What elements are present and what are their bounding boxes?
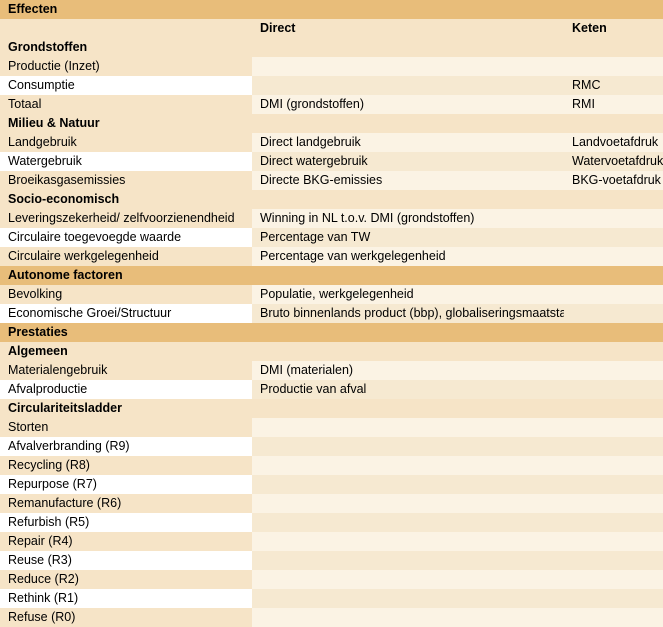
table-row: Afvalverbranding (R9) [0,437,663,456]
row-keten [564,361,663,380]
column-headers: Direct Keten [0,19,663,38]
table-row: Reuse (R3) [0,551,663,570]
row-label: Remanufacture (R6) [0,494,252,513]
table-row: Bevolking Populatie, werkgelegenheid [0,285,663,304]
subheader-algemeen: Algemeen [0,342,663,361]
table-row: Watergebruik Direct watergebruik Watervo… [0,152,663,171]
row-keten: RMI [564,95,663,114]
table-row: Consumptie RMC [0,76,663,95]
col-keten: Keten [564,19,663,38]
row-direct: Directe BKG-emissies [252,171,564,190]
header-autonome: Autonome factoren [0,266,663,285]
row-keten: Landvoetafdruk [564,133,663,152]
subheader-grondstoffen: Grondstoffen [0,38,663,57]
table-row: Remanufacture (R6) [0,494,663,513]
row-label: Circulaire toegevoegde waarde [0,228,252,247]
row-label: Leveringszekerheid/ zelfvoorzienendheid [0,209,252,228]
row-label: Recycling (R8) [0,456,252,475]
col-direct: Direct [252,19,564,38]
effects-table: Effecten Direct Keten Grondstoffen Produ… [0,0,663,627]
row-direct: Direct landgebruik [252,133,564,152]
row-keten [564,285,663,304]
subheader-socio: Socio-economisch [0,190,663,209]
row-direct: Percentage van werkgelegenheid [252,247,564,266]
row-label: Consumptie [0,76,252,95]
table-row: Landgebruik Direct landgebruik Landvoeta… [0,133,663,152]
row-label: Repair (R4) [0,532,252,551]
row-direct: Direct watergebruik [252,152,564,171]
row-label: Economische Groei/Structuur [0,304,252,323]
row-label: Reuse (R3) [0,551,252,570]
table-row: Materialengebruik DMI (materialen) [0,361,663,380]
row-label: Reduce (R2) [0,570,252,589]
row-direct [252,57,564,76]
row-label: Productie (Inzet) [0,57,252,76]
table-row: Refuse (R0) [0,608,663,627]
row-direct: Bruto binnenlands product (bbp), globali… [252,304,564,323]
row-label: Materialengebruik [0,361,252,380]
row-label: Rethink (R1) [0,589,252,608]
row-direct: Winning in NL t.o.v. DMI (grondstoffen) [252,209,564,228]
header-label: Effecten [0,0,252,19]
subheader-circ: Circulariteitsladder [0,399,663,418]
row-direct: Percentage van TW [252,228,564,247]
table-row: Totaal DMI (grondstoffen) RMI [0,95,663,114]
table-row: Rethink (R1) [0,589,663,608]
row-label: Repurpose (R7) [0,475,252,494]
row-label: Landgebruik [0,133,252,152]
table-row: Recycling (R8) [0,456,663,475]
row-keten [564,247,663,266]
row-keten [564,380,663,399]
table-row: Circulaire toegevoegde waarde Percentage… [0,228,663,247]
row-label: Storten [0,418,252,437]
row-label: Refuse (R0) [0,608,252,627]
row-label: Bevolking [0,285,252,304]
row-keten: BKG-voetafdruk [564,171,663,190]
row-keten: Watervoetafdruk [564,152,663,171]
row-keten: RMC [564,76,663,95]
row-keten [564,304,663,323]
header-prestaties: Prestaties [0,323,663,342]
table-row: Productie (Inzet) [0,57,663,76]
row-label: Totaal [0,95,252,114]
table-row: Leveringszekerheid/ zelfvoorzienendheid … [0,209,663,228]
table-row: Reduce (R2) [0,570,663,589]
table-row: Broeikasgasemissies Directe BKG-emissies… [0,171,663,190]
row-keten [564,228,663,247]
row-label: Circulaire werkgelegenheid [0,247,252,266]
row-direct: DMI (grondstoffen) [252,95,564,114]
table-row: Repair (R4) [0,532,663,551]
table-row: Afvalproductie Productie van afval [0,380,663,399]
table-row: Circulaire werkgelegenheid Percentage va… [0,247,663,266]
row-keten [564,209,663,228]
row-direct: Populatie, werkgelegenheid [252,285,564,304]
table-row: Economische Groei/Structuur Bruto binnen… [0,304,663,323]
table-row: Storten [0,418,663,437]
row-keten [564,57,663,76]
row-direct: DMI (materialen) [252,361,564,380]
table-row: Refurbish (R5) [0,513,663,532]
row-direct [252,76,564,95]
subheader-milieu: Milieu & Natuur [0,114,663,133]
row-label: Broeikasgasemissies [0,171,252,190]
row-label: Refurbish (R5) [0,513,252,532]
row-label: Afvalverbranding (R9) [0,437,252,456]
row-label: Watergebruik [0,152,252,171]
row-direct: Productie van afval [252,380,564,399]
header-effecten: Effecten [0,0,663,19]
table-row: Repurpose (R7) [0,475,663,494]
row-label: Afvalproductie [0,380,252,399]
